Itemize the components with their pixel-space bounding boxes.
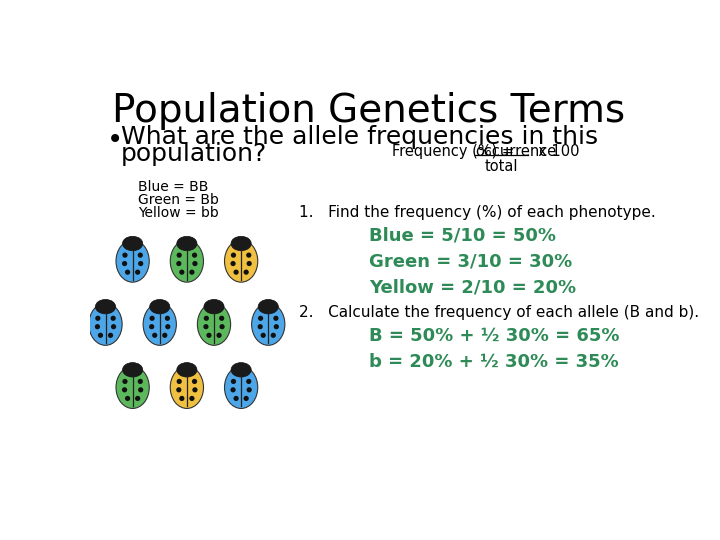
Text: 1.   Find the frequency (%) of each phenotype.: 1. Find the frequency (%) of each phenot… — [300, 205, 656, 220]
Circle shape — [135, 269, 140, 275]
Ellipse shape — [225, 367, 258, 408]
Ellipse shape — [96, 300, 116, 314]
Circle shape — [138, 261, 143, 266]
Circle shape — [176, 379, 182, 384]
Circle shape — [138, 379, 143, 384]
Circle shape — [111, 316, 116, 321]
Circle shape — [231, 253, 236, 258]
Circle shape — [176, 261, 181, 266]
Circle shape — [165, 324, 171, 329]
Circle shape — [258, 316, 264, 321]
Circle shape — [179, 269, 184, 275]
Ellipse shape — [197, 303, 230, 345]
Circle shape — [220, 324, 225, 329]
Circle shape — [261, 333, 266, 338]
Text: B = 50% + ½ 30% = 65%: B = 50% + ½ 30% = 65% — [369, 327, 619, 345]
Circle shape — [203, 324, 209, 329]
Circle shape — [179, 396, 184, 401]
Text: Yellow = bb: Yellow = bb — [138, 206, 219, 220]
Text: Blue = 5/10 = 50%: Blue = 5/10 = 50% — [369, 226, 556, 245]
Ellipse shape — [251, 303, 285, 345]
Text: Blue = BB: Blue = BB — [138, 180, 208, 194]
Text: What are the allele frequencies in this: What are the allele frequencies in this — [121, 125, 598, 149]
Circle shape — [230, 261, 235, 266]
Ellipse shape — [116, 367, 149, 408]
Circle shape — [233, 396, 239, 401]
Circle shape — [231, 379, 236, 384]
Ellipse shape — [225, 240, 258, 282]
Circle shape — [230, 387, 235, 393]
Ellipse shape — [177, 362, 197, 377]
Circle shape — [122, 261, 127, 266]
Circle shape — [243, 269, 249, 275]
Circle shape — [189, 269, 194, 275]
Circle shape — [192, 387, 197, 393]
Circle shape — [122, 379, 127, 384]
Text: total: total — [485, 159, 518, 174]
Circle shape — [192, 261, 197, 266]
Text: x 100: x 100 — [529, 144, 580, 159]
Circle shape — [95, 324, 100, 329]
Circle shape — [165, 316, 170, 321]
Text: occurrence: occurrence — [475, 144, 557, 159]
Circle shape — [246, 379, 251, 384]
Circle shape — [258, 324, 263, 329]
Circle shape — [243, 396, 249, 401]
Circle shape — [149, 324, 154, 329]
Circle shape — [233, 269, 239, 275]
Ellipse shape — [143, 303, 176, 345]
Circle shape — [246, 261, 252, 266]
Circle shape — [150, 316, 155, 321]
Circle shape — [125, 269, 130, 275]
Circle shape — [207, 333, 212, 338]
Circle shape — [189, 396, 194, 401]
Text: b = 20% + ½ 30% = 35%: b = 20% + ½ 30% = 35% — [369, 353, 618, 371]
Circle shape — [192, 253, 197, 258]
Circle shape — [98, 333, 103, 338]
Text: 2.   Calculate the frequency of each allele (B and b).: 2. Calculate the frequency of each allel… — [300, 305, 699, 320]
Circle shape — [246, 387, 252, 393]
Ellipse shape — [231, 362, 251, 377]
Circle shape — [108, 333, 113, 338]
Text: Green = 3/10 = 30%: Green = 3/10 = 30% — [369, 253, 572, 271]
Circle shape — [246, 253, 251, 258]
Circle shape — [219, 316, 224, 321]
Text: Yellow = 2/10 = 20%: Yellow = 2/10 = 20% — [369, 279, 576, 297]
Text: •: • — [107, 126, 123, 154]
Circle shape — [162, 333, 168, 338]
Ellipse shape — [150, 300, 170, 314]
Circle shape — [176, 387, 181, 393]
Text: population?: population? — [121, 142, 267, 166]
Circle shape — [111, 324, 116, 329]
Circle shape — [152, 333, 158, 338]
Circle shape — [135, 396, 140, 401]
Ellipse shape — [204, 300, 224, 314]
Circle shape — [204, 316, 209, 321]
Circle shape — [274, 316, 279, 321]
Circle shape — [271, 333, 276, 338]
Circle shape — [192, 379, 197, 384]
Circle shape — [138, 253, 143, 258]
Ellipse shape — [122, 237, 143, 251]
Circle shape — [217, 333, 222, 338]
Circle shape — [274, 324, 279, 329]
Circle shape — [176, 253, 182, 258]
Ellipse shape — [231, 237, 251, 251]
Circle shape — [95, 316, 101, 321]
Text: Green = Bb: Green = Bb — [138, 193, 219, 207]
Circle shape — [122, 387, 127, 393]
Ellipse shape — [89, 303, 122, 345]
Text: Frequency (%) =: Frequency (%) = — [392, 144, 519, 159]
Ellipse shape — [116, 240, 149, 282]
Circle shape — [138, 387, 143, 393]
Ellipse shape — [170, 367, 204, 408]
Circle shape — [122, 253, 127, 258]
Circle shape — [125, 396, 130, 401]
Ellipse shape — [258, 300, 279, 314]
Ellipse shape — [177, 237, 197, 251]
Ellipse shape — [170, 240, 204, 282]
Text: Population Genetics Terms: Population Genetics Terms — [112, 92, 626, 130]
Ellipse shape — [122, 362, 143, 377]
